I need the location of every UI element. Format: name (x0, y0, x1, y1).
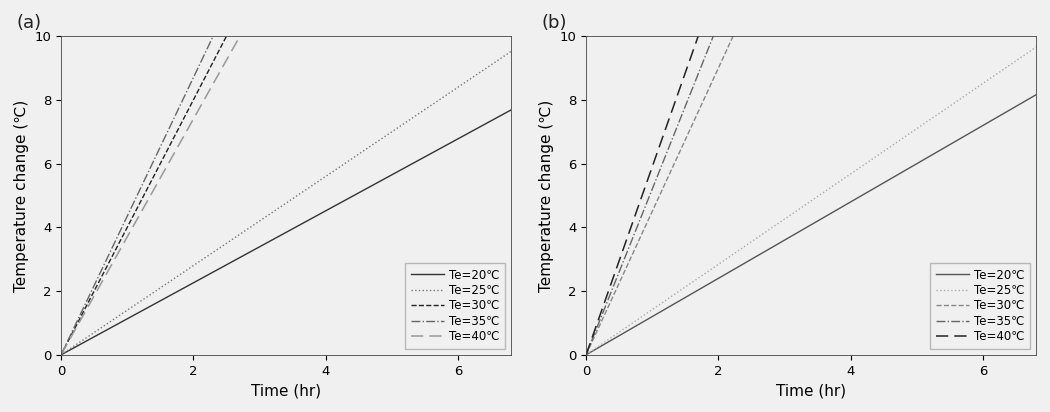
Te=40℃ (133, 213, 146, 218)
Line: Te=30℃: Te=30℃ (61, 37, 227, 355)
Te=20℃ (55, 352, 67, 357)
Te=40℃ (580, 352, 592, 357)
Te=30℃ (55, 352, 67, 357)
Te=25℃ (1043, 35, 1050, 40)
Te=25℃ (79, 337, 91, 342)
Te=35℃ (130, 195, 143, 200)
Line: Te=35℃: Te=35℃ (586, 36, 713, 355)
Te=20℃ (1043, 84, 1050, 89)
Te=20℃ (805, 222, 818, 227)
Te=20℃ (518, 100, 530, 105)
Te=20℃ (793, 229, 805, 234)
Te=25℃ (580, 352, 592, 357)
Te=25℃ (268, 209, 280, 214)
Te=25℃ (280, 201, 293, 206)
Te=25℃ (1030, 45, 1043, 50)
Te=40℃ (597, 302, 610, 307)
Te=35℃ (116, 226, 128, 231)
Te=40℃ (598, 299, 611, 304)
Te=35℃ (692, 72, 705, 77)
Legend: Te=20℃, Te=25℃, Te=30℃, Te=35℃, Te=40℃: Te=20℃, Te=25℃, Te=30℃, Te=35℃, Te=40℃ (405, 263, 505, 349)
Te=20℃ (504, 108, 517, 112)
Line: Te=40℃: Te=40℃ (61, 36, 239, 355)
Te=30℃ (719, 50, 732, 55)
Te=30℃ (662, 175, 674, 180)
Te=35℃ (589, 329, 602, 334)
Te=20℃ (604, 339, 616, 344)
Te=40℃ (670, 96, 682, 101)
Te=25℃ (518, 40, 530, 45)
Te=20℃ (79, 339, 91, 344)
Te=30℃ (83, 299, 96, 304)
Text: (b): (b) (541, 14, 567, 32)
X-axis label: Time (hr): Time (hr) (251, 383, 321, 398)
Te=35℃ (707, 34, 719, 39)
Te=30℃ (71, 320, 84, 325)
Te=30℃ (154, 160, 167, 165)
Line: Te=40℃: Te=40℃ (586, 36, 698, 355)
Y-axis label: Temperature change (℃): Temperature change (℃) (539, 99, 554, 292)
Te=35℃ (206, 35, 218, 40)
Te=35℃ (55, 352, 67, 357)
Legend: Te=20℃, Te=25℃, Te=30℃, Te=35℃, Te=40℃: Te=20℃, Te=25℃, Te=30℃, Te=35℃, Te=40℃ (930, 263, 1030, 349)
Te=30℃ (127, 213, 140, 218)
Te=20℃ (580, 352, 592, 357)
Te=20℃ (268, 236, 280, 241)
Te=35℃ (196, 56, 209, 61)
Te=20℃ (1029, 93, 1042, 98)
Te=25℃ (420, 106, 433, 111)
Te=35℃ (629, 230, 642, 235)
Te=40℃ (233, 34, 246, 39)
Te=30℃ (691, 112, 704, 117)
Te=40℃ (692, 34, 705, 39)
Te=40℃ (55, 352, 67, 357)
Te=30℃ (646, 210, 658, 215)
Te=20℃ (1030, 92, 1043, 97)
Te=25℃ (1029, 45, 1042, 50)
Te=35℃ (114, 227, 127, 232)
Te=20℃ (280, 230, 293, 235)
Te=30℃ (131, 206, 144, 211)
Te=20℃ (420, 154, 433, 159)
Te=35℃ (668, 132, 680, 137)
Te=20℃ (945, 142, 958, 147)
Te=35℃ (637, 207, 650, 212)
Line: Te=20℃: Te=20℃ (61, 103, 524, 355)
Te=25℃ (793, 207, 805, 212)
Te=40℃ (187, 118, 200, 123)
Te=30℃ (580, 352, 592, 357)
Line: Te=25℃: Te=25℃ (61, 42, 524, 355)
Te=25℃ (945, 103, 958, 108)
Te=35℃ (207, 34, 219, 39)
Te=25℃ (505, 49, 518, 54)
Te=40℃ (215, 66, 228, 71)
Te=25℃ (604, 336, 616, 341)
Te=30℃ (220, 34, 233, 39)
Line: Te=20℃: Te=20℃ (586, 87, 1049, 355)
X-axis label: Time (hr): Time (hr) (776, 383, 846, 398)
Text: (a): (a) (16, 14, 41, 32)
Te=40℃ (80, 308, 92, 313)
Te=40℃ (596, 305, 609, 310)
Te=40℃ (66, 332, 79, 337)
Te=25℃ (805, 198, 818, 203)
Te=30℃ (685, 125, 697, 130)
Te=25℃ (504, 49, 517, 54)
Te=20℃ (505, 108, 518, 112)
Te=40℃ (637, 189, 650, 194)
Line: Te=30℃: Te=30℃ (586, 36, 733, 355)
Line: Te=25℃: Te=25℃ (586, 38, 1049, 355)
Te=40℃ (682, 61, 695, 66)
Te=35℃ (692, 71, 705, 76)
Line: Te=35℃: Te=35℃ (61, 36, 213, 355)
Te=30℃ (727, 34, 739, 39)
Te=40℃ (101, 271, 113, 276)
Te=35℃ (122, 211, 134, 216)
Y-axis label: Temperature change (℃): Temperature change (℃) (14, 99, 29, 292)
Te=30℃ (662, 175, 674, 180)
Te=25℃ (55, 352, 67, 357)
Te=35℃ (580, 352, 592, 357)
Te=30℃ (84, 296, 97, 301)
